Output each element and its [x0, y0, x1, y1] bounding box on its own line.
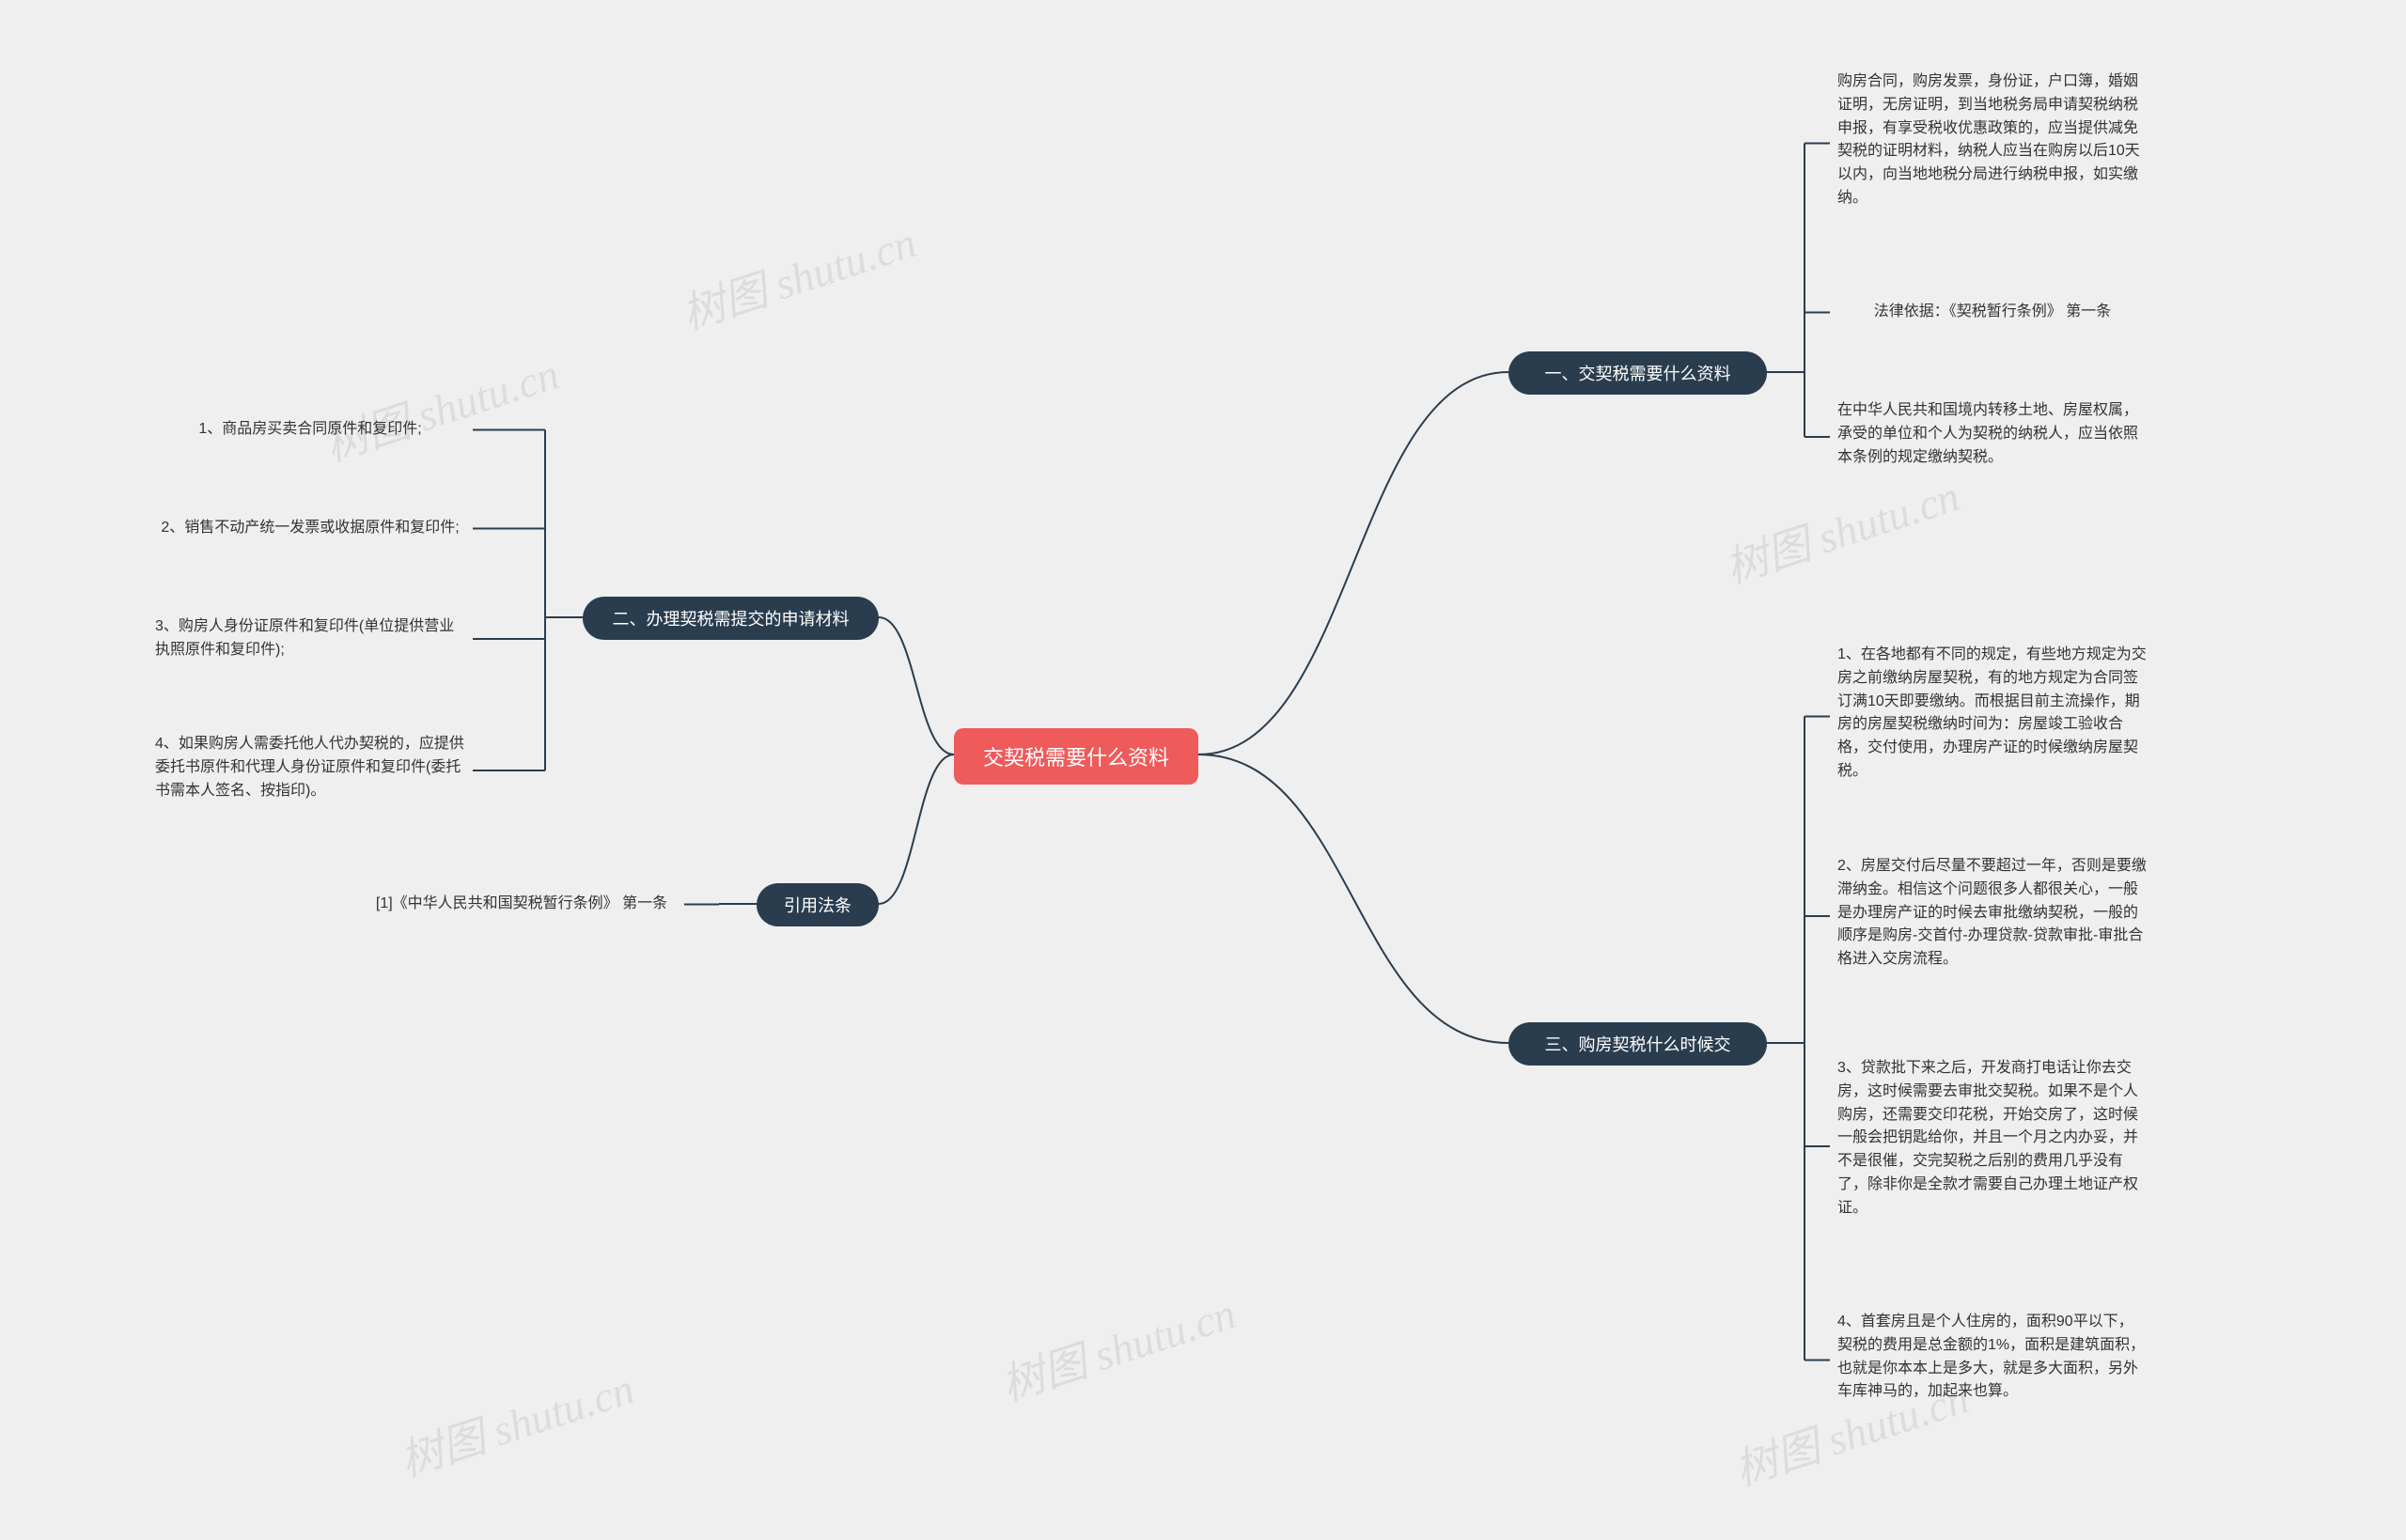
leaf-b2-3: 4、如果购房人需委托他人代办契税的，应提供委托书原件和代理人身份证原件和复印件(…: [155, 733, 465, 802]
leaf-b3-1: 2、房屋交付后尽量不要超过一年，否则是要缴滞纳金。相信这个问题很多人都很关心，一…: [1837, 855, 2148, 972]
leaf-b3-3: 4、首套房且是个人住房的，面积90平以下，契税的费用是总金额的1%，面积是建筑面…: [1837, 1311, 2148, 1404]
leaf-b2-1: 2、销售不动产统一发票或收据原件和复印件;: [155, 517, 465, 540]
watermark: 树图 shutu.cn: [391, 1355, 641, 1489]
mindmap-canvas: 交契税需要什么资料 一、交契税需要什么资料 购房合同，购房发票，身份证，户口簿，婚姻…: [0, 0, 2406, 1540]
leaf-b1-0: 购房合同，购房发票，身份证，户口簿，婚姻证明，无房证明，到当地税务局申请契税纳税…: [1837, 70, 2148, 210]
branch-b2: 二、办理契税需提交的申请材料: [583, 597, 879, 640]
leaf-b1-1: 法律依据：《契税暂行条例》 第一条: [1837, 301, 2148, 324]
leaf-b4-0: [1]《中华人民共和国契税暂行条例》 第一条: [367, 893, 677, 916]
branch-b3: 三、购房契税什么时候交: [1508, 1022, 1767, 1066]
leaf-b2-2: 3、购房人身份证原件和复印件(单位提供营业执照原件和复印件);: [155, 615, 465, 662]
branch-b4: 引用法条: [757, 883, 879, 926]
root-node: 交契税需要什么资料: [954, 728, 1198, 785]
watermark: 树图 shutu.cn: [992, 1280, 1242, 1414]
watermark: 树图 shutu.cn: [316, 340, 566, 474]
leaf-b1-2: 在中华人民共和国境内转移土地、房屋权属，承受的单位和个人为契税的纳税人，应当依照…: [1837, 399, 2148, 469]
watermark: 树图 shutu.cn: [1716, 462, 1966, 597]
leaf-b3-2: 3、贷款批下来之后，开发商打电话让你去交房，这时候需要去审批交契税。如果不是个人…: [1837, 1057, 2148, 1221]
watermark: 树图 shutu.cn: [673, 209, 923, 343]
branch-b1: 一、交契税需要什么资料: [1508, 351, 1767, 395]
leaf-b3-0: 1、在各地都有不同的规定，有些地方规定为交房之前缴纳房屋契税，有的地方规定为合同…: [1837, 644, 2148, 784]
leaf-b2-0: 1、商品房买卖合同原件和复印件;: [155, 418, 465, 442]
